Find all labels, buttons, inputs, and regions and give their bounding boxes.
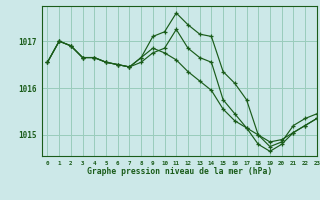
- X-axis label: Graphe pression niveau de la mer (hPa): Graphe pression niveau de la mer (hPa): [87, 167, 272, 176]
